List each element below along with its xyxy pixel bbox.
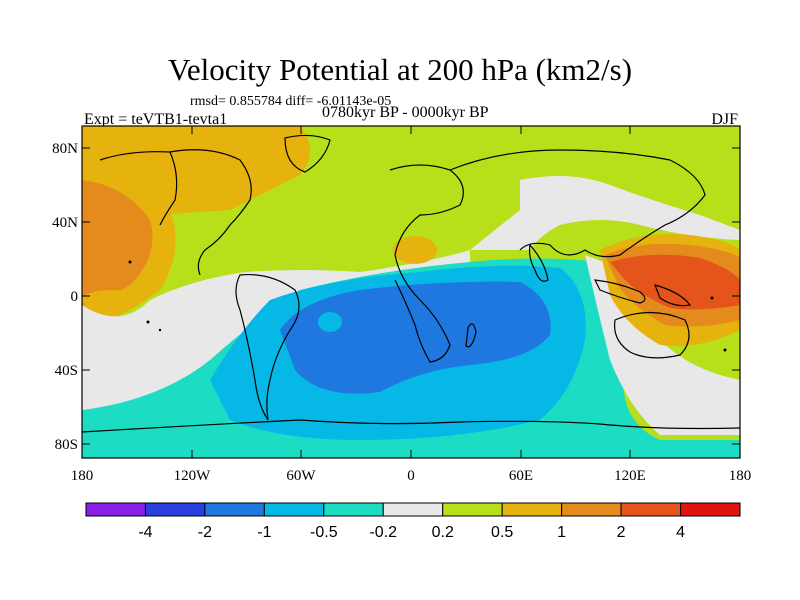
- season-label: DJF: [711, 111, 738, 128]
- colorbar-swatch: [204, 502, 265, 517]
- coastline: [159, 151, 178, 226]
- lat-label: 40N: [52, 215, 78, 231]
- coastline: [613, 311, 690, 359]
- lon-label: 180: [729, 468, 752, 484]
- island: [146, 320, 150, 324]
- field-contour: [82, 290, 142, 310]
- lat-label: 80S: [55, 437, 78, 453]
- colorbar-label: -2: [198, 524, 212, 541]
- colorbar-label: 0.5: [491, 524, 513, 541]
- lat-label: 80N: [52, 141, 78, 157]
- colorbar-swatch: [680, 502, 741, 517]
- colorbar-swatch: [85, 502, 146, 517]
- lat-label: 0: [71, 289, 79, 305]
- islands: [128, 260, 727, 352]
- colorbar-label: -0.2: [369, 524, 397, 541]
- coastline: [449, 149, 706, 258]
- field-contour: [318, 312, 342, 332]
- lon-label: 120W: [174, 468, 212, 484]
- coastline: [82, 419, 740, 433]
- coastlines: [82, 134, 740, 433]
- coastline: [99, 149, 252, 276]
- colorbar-label: 1: [557, 524, 566, 541]
- colorbar-swatch: [144, 502, 206, 517]
- field-contour: [610, 254, 740, 310]
- colorbar-label: -1: [257, 524, 271, 541]
- stats-line: rmsd= 0.855784 diff= -6.01143e-05: [190, 94, 392, 109]
- colorbar-swatch: [501, 502, 563, 517]
- colorbar-label: 4: [676, 524, 685, 541]
- colorbar-swatch: [382, 502, 444, 517]
- coastline: [465, 323, 477, 348]
- period-label: 0780kyr BP - 0000kyr BP: [322, 104, 489, 121]
- lat-label: 40S: [55, 363, 78, 379]
- island: [710, 296, 714, 300]
- coastline: [593, 279, 646, 304]
- colorbar-swatch: [263, 502, 325, 517]
- axis-ticks: [81, 126, 741, 458]
- island: [128, 260, 132, 264]
- lon-label: 60W: [286, 468, 316, 484]
- lon-label: 60E: [509, 468, 533, 484]
- lon-label: 180: [71, 468, 94, 484]
- coastline: [235, 273, 300, 421]
- colorbar-label: -0.5: [310, 524, 338, 541]
- colorbar-swatch: [323, 502, 384, 517]
- coastline: [528, 243, 549, 282]
- coastline: [284, 134, 331, 173]
- coastline: [654, 284, 692, 307]
- colorbar-swatch: [561, 502, 622, 517]
- coastline: [389, 164, 464, 363]
- island: [158, 328, 162, 332]
- contour-field: [82, 126, 740, 458]
- experiment-label: Expt = teVTB1-tevta1: [84, 111, 228, 128]
- map-title: Velocity Potential at 200 hPa (km2/s): [167, 52, 633, 87]
- colorbar-label: 0.2: [432, 524, 454, 541]
- field-contour: [280, 281, 551, 394]
- island: [723, 348, 727, 352]
- colorbar-swatch: [442, 502, 503, 517]
- colorbar: -4 -2 -1 -0.5 -0.2 0.2 0.5 1 2 4: [85, 502, 741, 541]
- field-contour: [470, 176, 740, 250]
- colorbar-label: -4: [138, 524, 152, 541]
- lon-label: 0: [407, 468, 415, 484]
- colorbar-swatch: [620, 502, 682, 517]
- field-contour: [82, 180, 153, 305]
- colorbar-label: 2: [617, 524, 626, 541]
- lon-label: 120E: [614, 468, 646, 484]
- field-contour: [393, 236, 437, 264]
